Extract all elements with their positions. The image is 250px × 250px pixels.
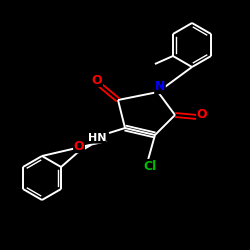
Text: O: O [74,140,84,152]
Text: O: O [197,108,207,122]
Text: HN: HN [88,133,106,143]
Text: O: O [92,74,102,86]
Text: N: N [155,80,165,94]
Text: Cl: Cl [144,160,156,172]
